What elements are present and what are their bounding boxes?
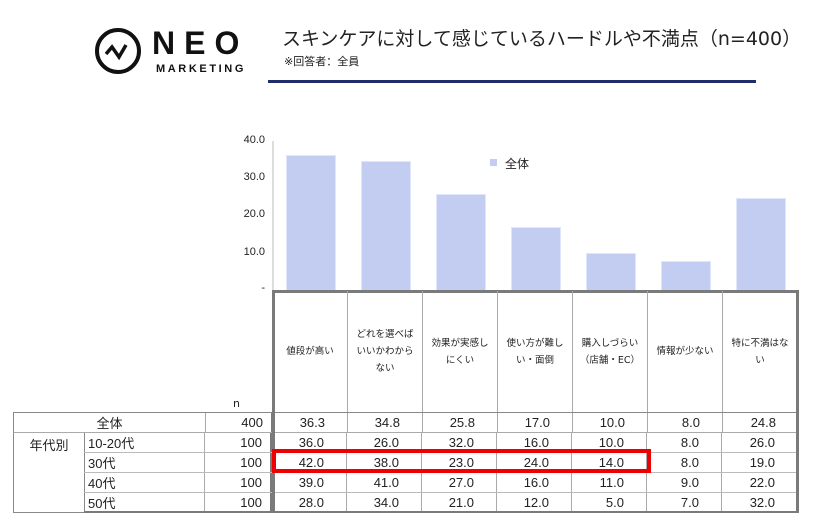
cell-value: 7.0 (647, 493, 722, 511)
logo-submark: MARKETING (156, 63, 247, 75)
bar-choice (361, 161, 411, 291)
cell-value: 39.0 (272, 473, 347, 492)
cell-value: 42.0 (272, 453, 347, 472)
logo-wordmark: NEO (152, 25, 249, 61)
cell-value: 11.0 (572, 473, 647, 492)
cell-value: 17.0 (498, 413, 573, 432)
row-n: 100 (205, 433, 272, 452)
y-tick: 40.0 (243, 134, 265, 146)
legend-swatch (490, 159, 497, 166)
cell-value: 12.0 (497, 493, 572, 511)
cell-value: 8.0 (648, 413, 723, 432)
cell-value: 22.0 (749, 475, 775, 490)
table-frame-top (272, 290, 799, 293)
table-frame-right (796, 290, 799, 513)
cell-value: 8.0 (647, 453, 722, 472)
column-header: 使い方が難しい・面倒 (497, 291, 572, 412)
cell-value: 27.0 (422, 473, 497, 492)
cell-value: 41.0 (347, 473, 422, 492)
cell-value: 32.0 (749, 494, 775, 510)
table-row: 50代 100 28.0 34.0 21.0 12.0 5.0 7.0 32.0 (84, 493, 799, 513)
cell-value: 34.0 (347, 493, 422, 511)
cell-value: 21.0 (422, 493, 497, 511)
row-n: 400 (206, 413, 273, 432)
cell-value: 26.0 (749, 435, 775, 450)
table-frame-left (272, 290, 275, 513)
cell-value: 32.0 (422, 433, 497, 452)
row-n: 100 (205, 453, 272, 472)
bar-purchase (586, 253, 636, 291)
column-header: 値段が高い (272, 291, 347, 412)
legend-label: 全体 (505, 157, 530, 171)
bar-none (736, 198, 786, 291)
row-label: 40代 (84, 473, 205, 492)
cell-value: 24.0 (497, 453, 572, 472)
cell-value: 28.0 (272, 493, 347, 511)
logo-icon (95, 28, 141, 74)
column-header: 特に不満はない (722, 291, 797, 412)
cell-value: 9.0 (647, 473, 722, 492)
cell-value: 8.0 (647, 433, 722, 452)
cell-value: 10.0 (573, 413, 648, 432)
row-label: 30代 (84, 453, 205, 472)
y-tick: 10.0 (243, 246, 265, 258)
bar-effect (436, 194, 486, 291)
row-label: 全体 (14, 413, 206, 432)
cell-value: 34.8 (348, 413, 423, 432)
cell-value: 16.0 (497, 433, 572, 452)
cell-value: 26.0 (347, 433, 422, 452)
column-header: 情報が少ない (647, 291, 722, 412)
cell-value: 38.0 (347, 453, 422, 472)
row-n: 100 (205, 493, 272, 511)
bar-usage (511, 227, 561, 291)
column-header: 購入しづらい（店舗・EC） (572, 291, 647, 412)
cell-value: 23.0 (422, 453, 497, 472)
y-tick: - (261, 282, 265, 294)
page-title: スキンケアに対して感じているハードルや不満点（n=400） (282, 28, 802, 50)
row-label: 10-20代 (84, 433, 205, 452)
bar-info (661, 261, 711, 291)
cell-value: 16.0 (497, 473, 572, 492)
cell-value: 24.8 (750, 415, 776, 430)
y-tick: 30.0 (243, 171, 265, 183)
column-header: 効果が実感しにくい (422, 291, 497, 412)
cell-value: 25.8 (423, 413, 498, 432)
n-header: n (233, 397, 240, 410)
y-axis (272, 141, 274, 291)
table-row: 30代 100 42.0 38.0 23.0 24.0 14.0 8.0 19.… (84, 453, 799, 473)
title-divider (268, 80, 756, 83)
y-tick: 20.0 (243, 208, 265, 220)
row-n: 100 (205, 473, 272, 492)
cell-value: 19.0 (749, 455, 775, 470)
cell-value: 36.3 (273, 413, 348, 432)
table-row: 40代 100 39.0 41.0 27.0 16.0 11.0 9.0 22.… (84, 473, 799, 493)
row-label: 50代 (84, 493, 205, 511)
cell-value: 36.0 (272, 433, 347, 452)
column-header: どれを選べばいいかわからない (347, 291, 422, 412)
bar-price (286, 155, 336, 291)
table-row: 全体 400 36.3 34.8 25.8 17.0 10.0 8.0 24.8 (13, 412, 799, 433)
cell-value: 14.0 (572, 453, 647, 472)
cell-value: 5.0 (572, 493, 647, 511)
cell-value: 10.0 (572, 433, 647, 452)
highlight-box (272, 449, 651, 473)
page-subtitle: ※回答者：全員 (284, 55, 360, 68)
group-label: 年代別 (13, 433, 85, 513)
